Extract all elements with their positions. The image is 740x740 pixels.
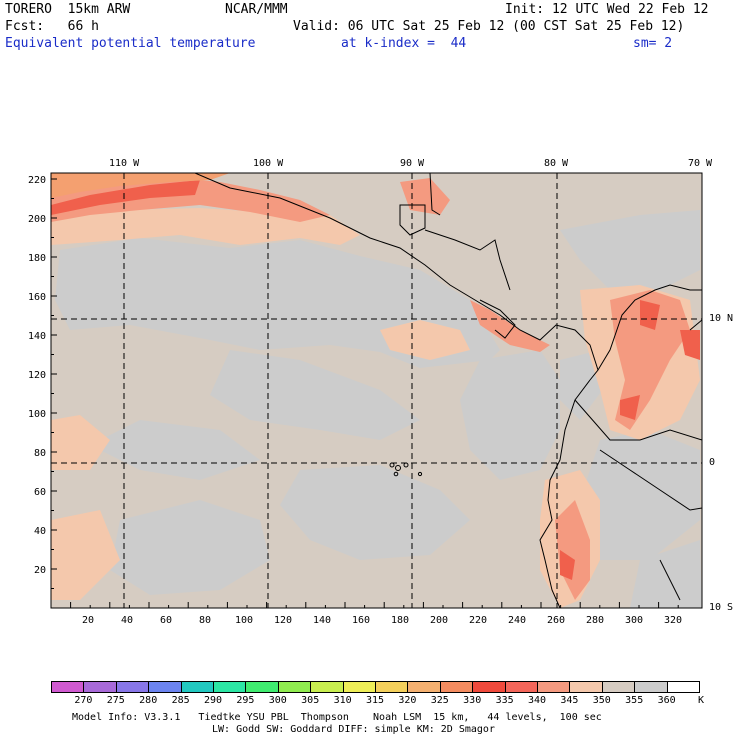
legend-label: 360: [657, 695, 676, 706]
legend-swatch: [51, 681, 85, 693]
model-title: TORERO 15km ARW: [5, 2, 131, 17]
legend-swatch: [407, 681, 441, 693]
legend-swatch: [601, 681, 636, 693]
legend-label: 305: [301, 695, 320, 706]
field-name: Equivalent potential temperature: [5, 36, 256, 51]
legend-label: 280: [139, 695, 158, 706]
institution-label: NCAR/MMM: [225, 2, 288, 17]
grid-label-y-20: 20: [33, 565, 46, 576]
legend-swatch: [375, 681, 409, 693]
legend-swatch: [439, 681, 474, 693]
map-field: [51, 173, 702, 608]
grid-label-x-220: 220: [469, 615, 488, 626]
legend-label: 330: [463, 695, 482, 706]
legend-swatch: [245, 681, 279, 693]
coastlines: [194, 173, 702, 608]
grid-label-x-120: 120: [274, 615, 293, 626]
legend-label: 285: [171, 695, 190, 706]
map-frame: [50, 172, 703, 609]
legend-label: 295: [236, 695, 255, 706]
legend-swatch: [569, 681, 603, 693]
model-info-line2: LW: Godd SW: Goddard DIFF: simple KM: 2D…: [212, 724, 495, 735]
grid-label-y-160: 160: [27, 292, 46, 303]
legend-swatch: [277, 681, 312, 693]
grid-label-y-40: 40: [33, 526, 46, 537]
legend-swatch: [180, 681, 214, 693]
legend-label: 335: [495, 695, 514, 706]
legend-swatch: [666, 681, 700, 693]
legend-label: 350: [592, 695, 611, 706]
legend-label: 310: [333, 695, 352, 706]
lon-label-80w: 80 W: [544, 158, 569, 169]
grid-label-y-220: 220: [27, 175, 46, 186]
grid-label-x-100: 100: [235, 615, 254, 626]
forecast-hour: Fcst: 66 h: [5, 19, 99, 34]
grid-label-y-60: 60: [33, 487, 46, 498]
axis-ticks: [50, 178, 679, 609]
legend-label: 340: [527, 695, 547, 706]
grid-label-y-120: 120: [27, 370, 46, 381]
grid-label-x-80: 80: [199, 615, 212, 626]
legend-label: 345: [560, 695, 579, 706]
legend-swatch: [115, 681, 150, 693]
grid-label-x-40: 40: [121, 615, 134, 626]
orange-region: [51, 173, 230, 198]
grid-label-x-300: 300: [625, 615, 644, 626]
legend-label: 315: [365, 695, 385, 706]
grid-label-x-160: 160: [352, 615, 371, 626]
legend-swatch: [537, 681, 571, 693]
grid-label-x-260: 260: [547, 615, 566, 626]
grid-label-x-320: 320: [664, 615, 683, 626]
grid-label-y-200: 200: [27, 214, 46, 225]
legend-label: 270: [74, 695, 93, 706]
legend-label: 355: [625, 695, 644, 706]
legend-swatch: [504, 681, 538, 693]
graticule: [51, 173, 702, 608]
legend-label: 275: [106, 695, 125, 706]
lat-label-0: 0: [709, 457, 716, 468]
legend-label: 320: [398, 695, 417, 706]
grid-label-y-180: 180: [27, 253, 46, 264]
legend-unit: K: [697, 695, 705, 706]
grid-label-x-20: 20: [82, 615, 95, 626]
legend-label: 290: [203, 695, 223, 706]
grid-label-y-100: 100: [27, 409, 46, 420]
level-label: at k-index = 44: [341, 36, 467, 51]
legend-swatch: [472, 681, 506, 693]
grid-label-x-240: 240: [508, 615, 527, 626]
lat-label-10s: 10 S: [709, 602, 734, 613]
lon-label-100w: 100 W: [253, 158, 284, 169]
legend-swatch: [342, 681, 376, 693]
init-time: Init: 12 UTC Wed 22 Feb 12: [505, 2, 709, 17]
valid-time: Valid: 06 UTC Sat 25 Feb 12 (00 CST Sat …: [293, 19, 685, 34]
grid-label-x-280: 280: [586, 615, 605, 626]
legend-swatch: [83, 681, 117, 693]
grid-label-x-60: 60: [160, 615, 173, 626]
lon-label-110w: 110 W: [109, 158, 140, 169]
legend-swatch: [148, 681, 182, 693]
smoothing-label: sm= 2: [633, 36, 673, 51]
lon-label-70w: 70 W: [688, 158, 713, 169]
lat-label-10n: 10 N: [709, 313, 734, 324]
hottest-regions: [51, 180, 700, 580]
legend-label: 300: [268, 695, 287, 706]
grid-label-y-80: 80: [33, 448, 46, 459]
legend-label: 325: [430, 695, 449, 706]
grid-label-x-140: 140: [313, 615, 332, 626]
legend-swatch: [213, 681, 247, 693]
legend-swatch: [634, 681, 668, 693]
grid-label-x-200: 200: [430, 615, 449, 626]
legend-swatch: [310, 681, 344, 693]
model-info-line1: Model Info: V3.3.1 Tiedtke YSU PBL Thomp…: [72, 712, 602, 723]
grid-label-x-180: 180: [391, 615, 410, 626]
grid-label-y-140: 140: [27, 331, 46, 342]
lon-label-90w: 90 W: [400, 158, 425, 169]
